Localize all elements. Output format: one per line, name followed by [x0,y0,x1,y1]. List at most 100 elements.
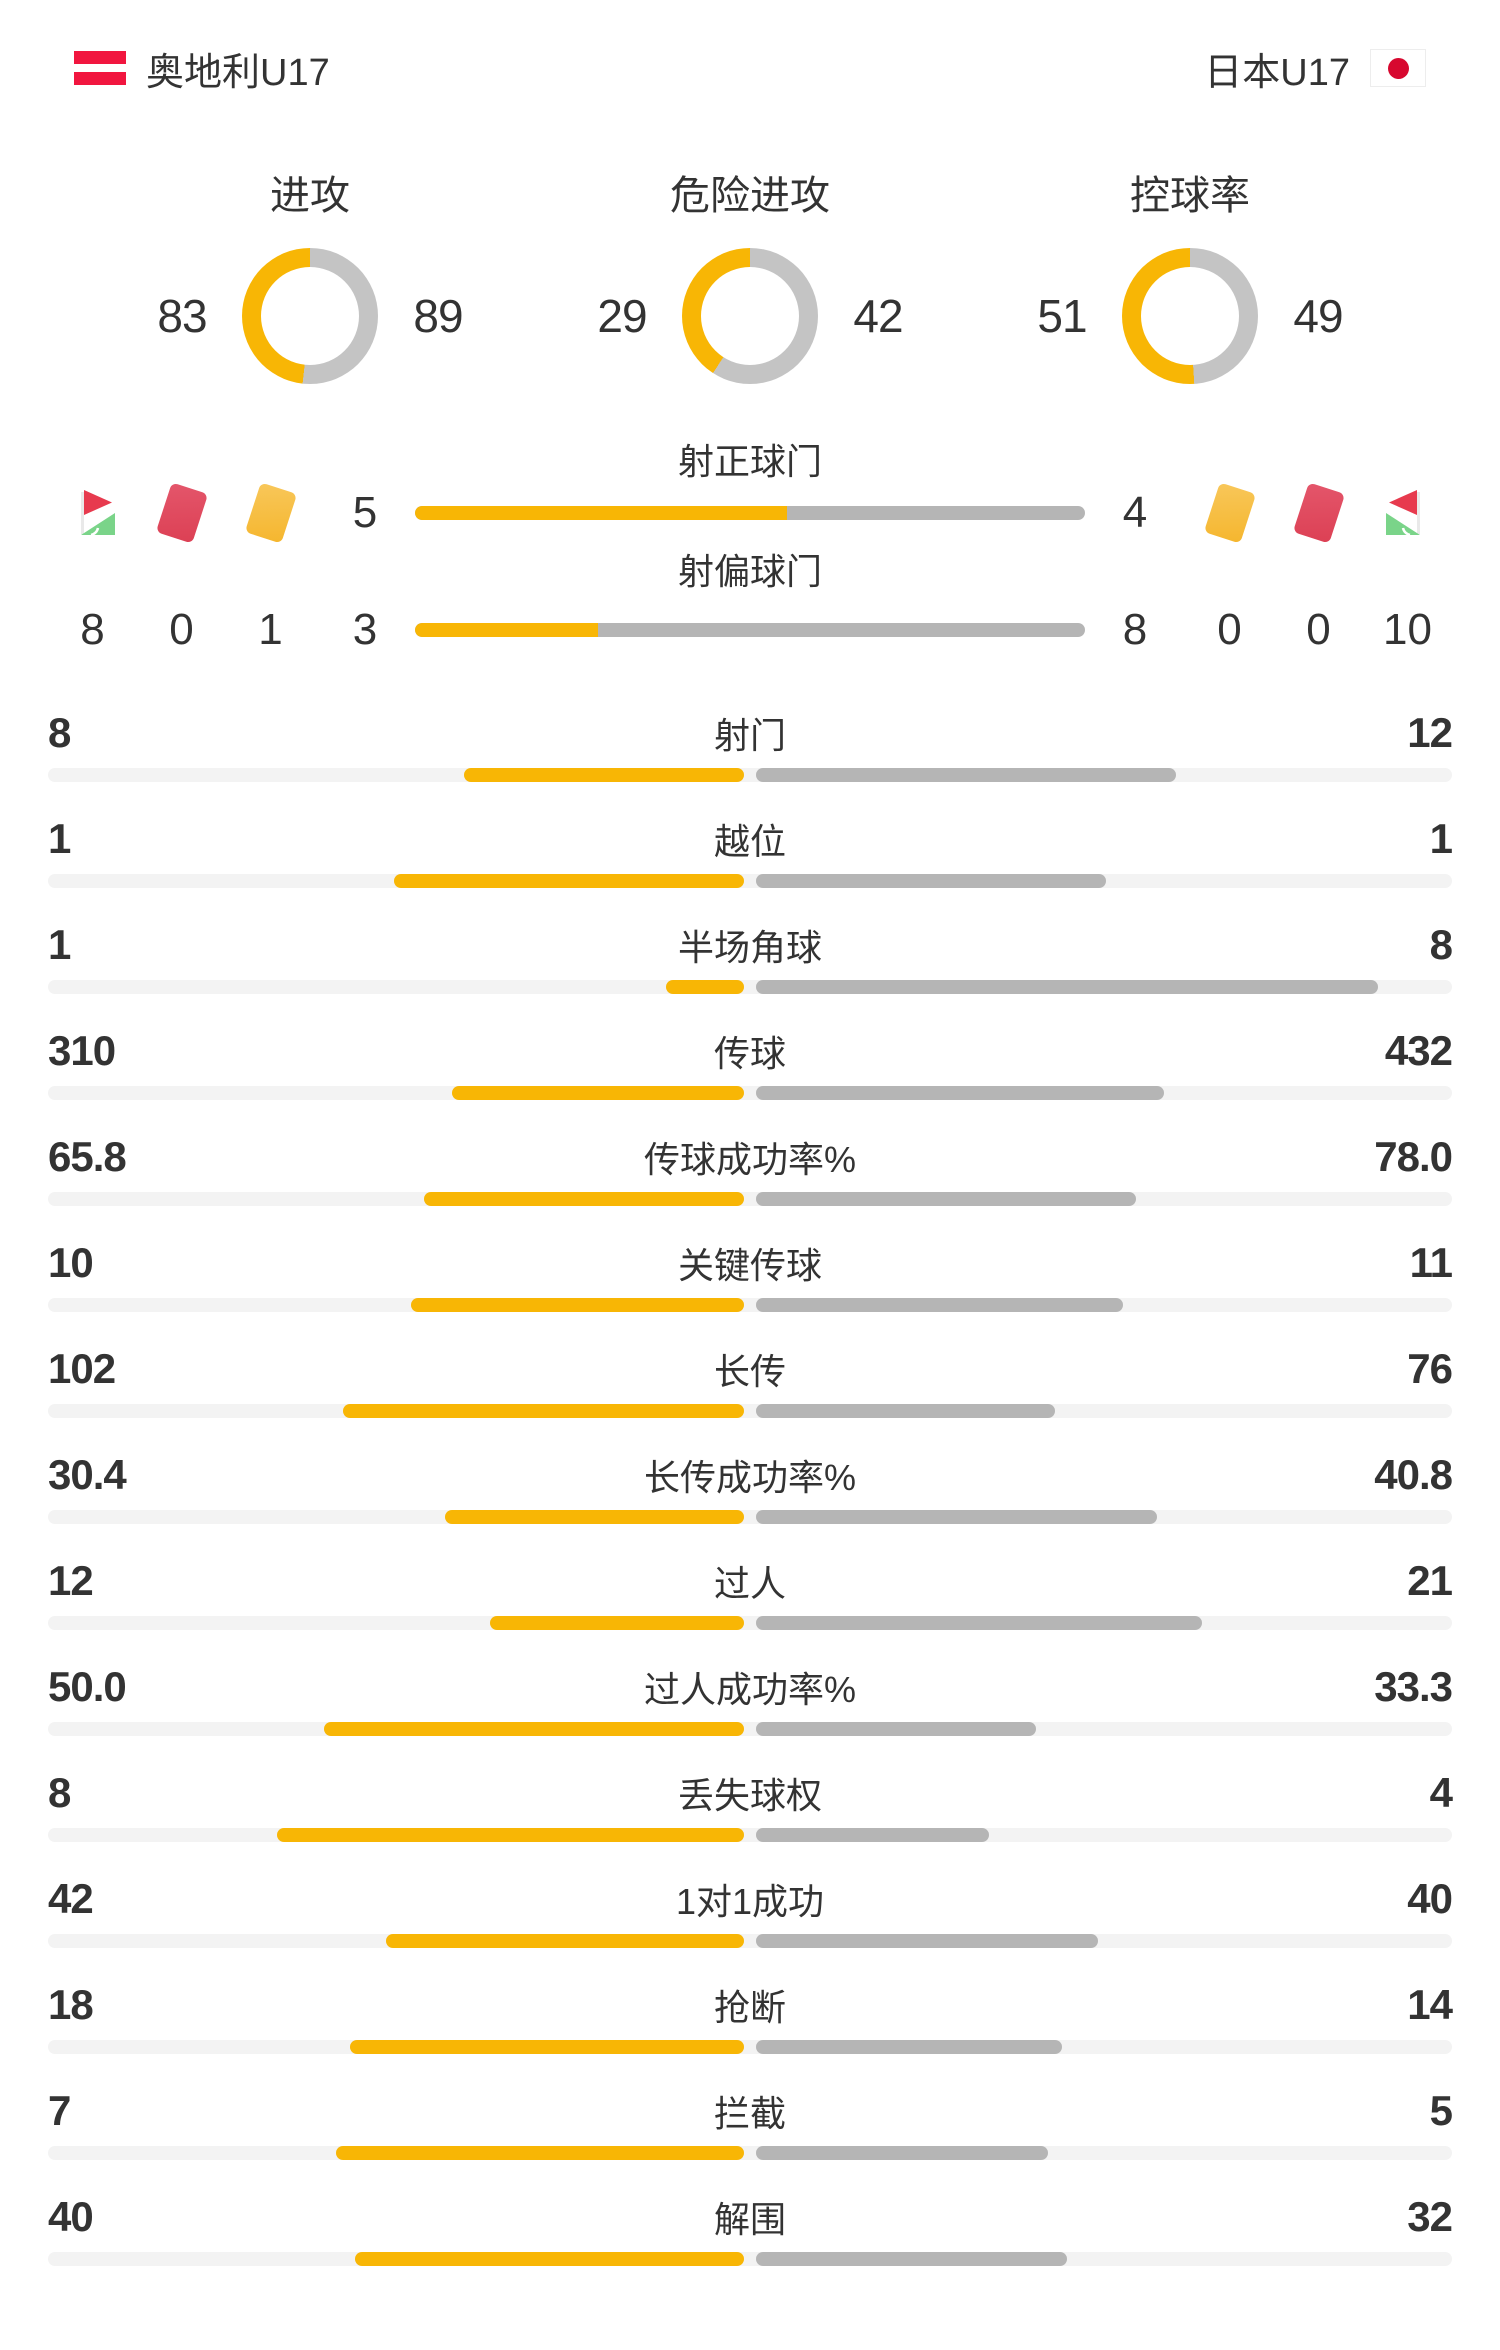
donut-home-value: 83 [157,290,207,342]
stat-away-value: 432 [1384,1027,1453,1074]
stat-away-value: 11 [1409,1239,1453,1286]
stat-away-value: 8 [1429,921,1453,968]
away-yellow-cards-count: 0 [1217,605,1242,654]
stat-home-value: 18 [48,1981,94,2028]
donut-title: 进攻 [270,174,350,218]
stat-bar-away-fill [756,1510,1158,1524]
donut-away-value: 89 [413,290,463,342]
corner-flag-icon [1385,490,1420,537]
stat-row-13: 7 拦截 5 [48,2087,1453,2194]
stat-label: 射门 [713,715,786,756]
stat-text: 7 拦截 5 [48,2087,1453,2134]
stat-home-value: 50.0 [48,1663,127,1710]
donut-home-value: 29 [597,290,647,342]
donut-row: 83 89 [136,248,484,384]
stat-bar-home-fill [423,1192,744,1206]
stat-row-1: 1 越位 1 [48,815,1453,922]
stat-away-value: 33.3 [1374,1663,1453,1710]
stat-text: 1 半场角球 8 [48,921,1453,968]
stat-label: 长传 [713,1351,786,1392]
stat-bar-track [48,1298,1452,1312]
home-team-name: 奥地利U17 [146,51,330,94]
corner-flag-icon [80,490,115,537]
stat-bar-home-fill [342,1404,744,1418]
stat-bar-home-fill [350,2040,744,2054]
stat-bar-track [48,2040,1452,2054]
stat-label: 关键传球 [677,1245,822,1286]
stat-row-11: 42 1对1成功 40 [48,1875,1453,1982]
away-red-cards-count: 0 [1306,605,1331,654]
stat-home-value: 12 [48,1557,94,1604]
stat-bar-away-fill [756,768,1176,782]
stat-bar-away-fill [756,2146,1048,2160]
teams-header: 奥地利U17 日本U17 [48,46,1452,94]
donut-row: 51 49 [1016,248,1364,384]
stat-row-2: 1 半场角球 8 [48,921,1453,1028]
stat-away-value: 32 [1407,2193,1453,2240]
stat-label: 越位 [713,821,786,862]
shots-on-target-title: 射正球门 [677,441,822,482]
stat-text: 50.0 过人成功率% 33.3 [48,1663,1453,1710]
home-corners-count: 8 [80,605,105,654]
home-yellow-cards-count: 1 [258,605,283,654]
stat-away-value: 40 [1407,1875,1453,1922]
donut-away-value: 49 [1293,290,1343,342]
stat-bar-away-fill [756,1298,1123,1312]
donut-row: 29 42 [576,248,924,384]
stat-label: 长传成功率% [643,1457,856,1498]
stat-bar-away-fill [756,1404,1055,1418]
stat-home-value: 310 [48,1027,116,1074]
shots-off-target-home-value: 3 [352,605,378,654]
stat-home-value: 1 [48,815,71,862]
donut-block-1: 危险进攻 29 42 [530,174,970,384]
stat-text: 40 解围 32 [48,2193,1453,2240]
shots-on-target-away-value: 4 [1122,488,1148,537]
stat-away-value: 5 [1429,2087,1453,2134]
stat-bar-home-fill [394,874,744,888]
stat-bar-home-fill [355,2252,744,2266]
donut-title: 危险进攻 [670,174,830,218]
shots-on-target-home-value: 5 [352,488,378,537]
stat-bar-away-fill [756,1934,1098,1948]
stat-row-7: 30.4 长传成功率% 40.8 [48,1451,1453,1558]
stat-bar-track [48,980,1452,994]
stat-text: 10 关键传球 11 [48,1239,1453,1286]
stat-bar-home-fill [323,1722,744,1736]
home-discipline-icons [48,482,315,544]
donut-section: 进攻 83 89 危险进攻 29 42 控球率 51 49 [48,174,1452,384]
stat-bar-home-fill [489,1616,744,1630]
stat-label: 传球 [713,1033,786,1074]
stat-bar-home-fill [410,1298,744,1312]
home-discipline-values: 8 0 1 [48,605,315,655]
bar-off-fill [415,623,598,637]
stat-bar-home-fill [385,1934,744,1948]
home-red-cards-count: 0 [169,605,194,654]
donut-ring [682,248,818,384]
stat-bar-away-fill [756,1616,1202,1630]
stat-away-value: 40.8 [1374,1451,1453,1498]
stat-row-0: 8 射门 12 [48,709,1453,816]
stat-label: 拦截 [713,2093,786,2134]
stat-bar-track [48,1086,1452,1100]
away-team: 日本U17 [1204,41,1426,96]
away-discipline-values: 0 0 10 [1185,605,1452,655]
stat-bar-away-fill [756,1192,1136,1206]
stat-bar-home-fill [335,2146,744,2160]
stat-bar-away-fill [756,1086,1164,1100]
stat-bar-away-fill [756,2040,1063,2054]
stat-text: 30.4 长传成功率% 40.8 [48,1451,1453,1498]
stat-label: 丢失球权 [677,1775,822,1816]
stat-text: 1 越位 1 [48,815,1453,862]
stats-list: 8 射门 12 1 越位 1 1 半场角球 8 310 传球 432 65.8 传球成功率% 78.0 10 关… [48,709,1453,2300]
stat-away-value: 14 [1407,1981,1453,2028]
stat-row-4: 65.8 传球成功率% 78.0 [48,1133,1453,1240]
stat-home-value: 30.4 [48,1451,127,1498]
stat-bar-track [48,1934,1452,1948]
stat-bar-away-fill [756,1828,990,1842]
shots-off-target-title: 射偏球门 [677,551,822,592]
bar-off [415,623,1085,637]
stat-text: 8 射门 12 [48,709,1453,756]
stat-bar-home-fill [666,980,744,994]
stat-away-value: 1 [1429,815,1453,862]
donut-away-value: 42 [853,290,903,342]
